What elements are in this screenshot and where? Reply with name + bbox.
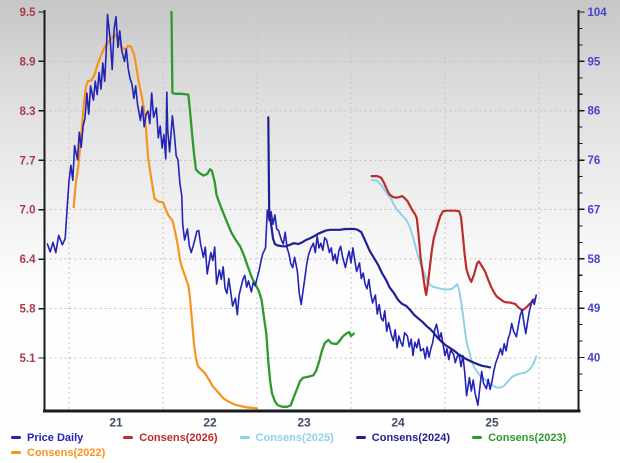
legend-label: Consens(2025) xyxy=(255,431,334,444)
x-axis-tick-label: 22 xyxy=(203,416,217,430)
legend-label: Consens(2022) xyxy=(27,446,106,459)
left-axis-tick-label: 5.1 xyxy=(20,353,37,365)
series-line-consens-2026 xyxy=(370,175,536,312)
line-swatch-icon xyxy=(472,436,483,439)
legend-row-2: Consens(2022) xyxy=(11,445,566,460)
right-axis-tick-label: 76 xyxy=(588,155,601,167)
right-axis-tick-label: 95 xyxy=(588,56,601,68)
legend-label: Consens(2023) xyxy=(488,431,567,444)
left-axis-tick-label: 8.9 xyxy=(20,56,36,68)
series-line-consens-2023 xyxy=(170,10,355,408)
legend-item-consens-2024: Consens(2024) xyxy=(355,431,451,444)
legend-item-consens-2022: Consens(2022) xyxy=(11,447,105,459)
legend-label: Consens(2024) xyxy=(371,431,451,444)
chart-legend: Price Daily Consens(2026) Consens(2025) … xyxy=(11,430,566,460)
series-line-consens-2022 xyxy=(72,33,259,410)
line-swatch-icon xyxy=(11,451,21,454)
series-line-consens-2024 xyxy=(267,116,492,369)
right-axis-tick-label: 104 xyxy=(588,7,608,19)
legend-label: Consens(2026) xyxy=(139,431,218,444)
legend-item-consens-2025: Consens(2025) xyxy=(239,431,334,444)
left-axis-tick-label: 7.0 xyxy=(20,205,36,217)
series-line-consens-2025 xyxy=(370,179,538,389)
left-axis-tick-label: 7.7 xyxy=(20,155,36,167)
line-swatch-icon xyxy=(355,436,366,439)
legend-item-consens-2026: Consens(2026) xyxy=(123,431,218,444)
left-axis-tick-label: 8.3 xyxy=(20,106,36,118)
left-axis-tick-label: 5.8 xyxy=(20,304,37,316)
left-axis-tick-label: 9.5 xyxy=(20,7,37,19)
right-axis-tick-label: 58 xyxy=(588,254,601,266)
line-swatch-icon xyxy=(123,436,134,439)
line-swatch-icon xyxy=(239,436,250,439)
right-axis-tick-label: 67 xyxy=(588,204,601,216)
right-axis-tick-label: 49 xyxy=(588,303,601,315)
x-axis-tick-label: 23 xyxy=(297,416,311,430)
line-swatch-icon xyxy=(11,436,21,439)
legend-item-price-daily: Price Daily xyxy=(11,432,83,444)
x-axis-tick-label: 24 xyxy=(391,416,405,430)
legend-row-1: Price Daily Consens(2026) Consens(2025) … xyxy=(11,430,566,445)
legend-item-consens-2023: Consens(2023) xyxy=(472,432,566,444)
left-axis-tick-label: 6.4 xyxy=(20,254,37,266)
x-axis-tick-label: 25 xyxy=(485,416,499,430)
right-axis-tick-label: 86 xyxy=(588,106,601,118)
right-axis-tick-label: 40 xyxy=(588,353,601,365)
series-line-price-daily xyxy=(46,13,537,406)
legend-label: Price Daily xyxy=(27,431,84,444)
x-axis-tick-label: 21 xyxy=(109,416,123,430)
